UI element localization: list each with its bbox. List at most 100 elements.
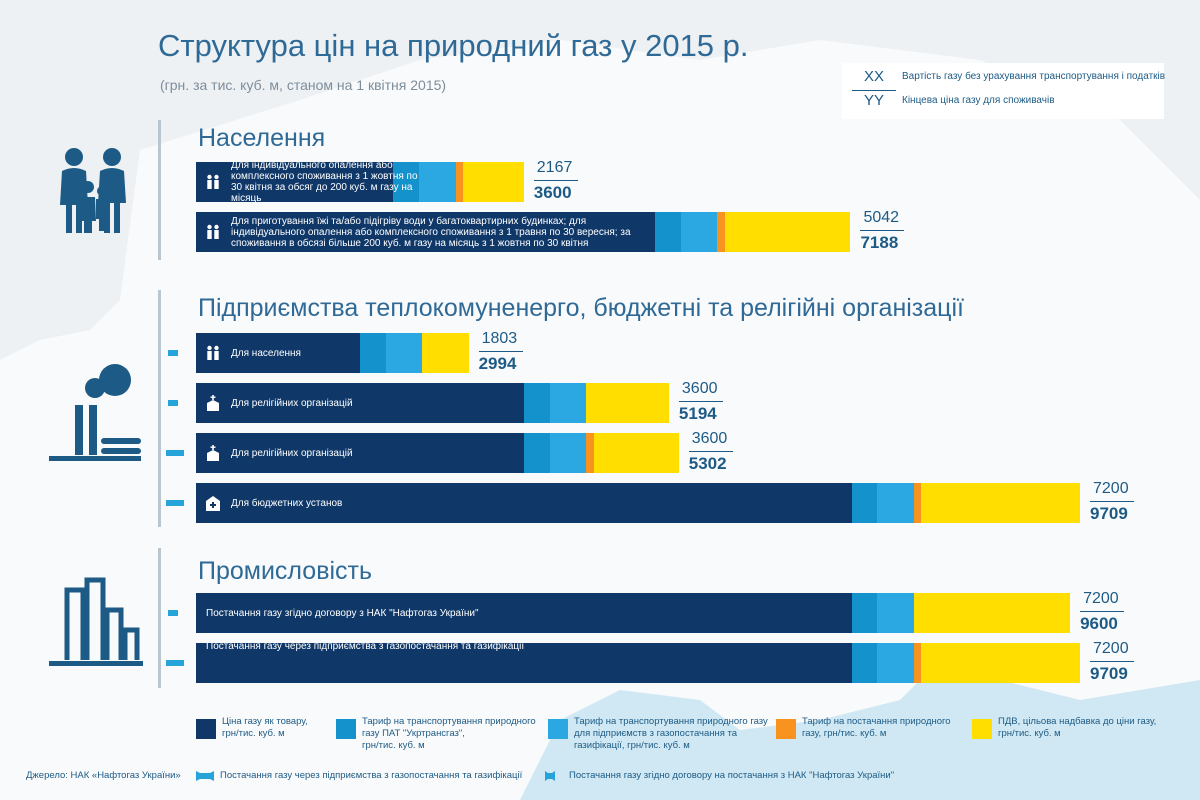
bar-segment bbox=[680, 212, 718, 252]
key-row-xx: XX Вартість газу без урахування транспор… bbox=[842, 68, 1166, 90]
legend-swatch bbox=[776, 719, 796, 739]
value-divider bbox=[860, 230, 905, 231]
value-divider bbox=[533, 180, 578, 181]
stacked-bar bbox=[196, 643, 1080, 683]
bar-segment bbox=[386, 333, 423, 373]
value-xx: 7200 bbox=[1083, 590, 1119, 607]
value-yy: 9600 bbox=[1080, 614, 1118, 633]
value-yy: 5302 bbox=[688, 454, 727, 473]
tick-contract bbox=[168, 400, 178, 406]
stacked-bar bbox=[196, 593, 1071, 633]
value-xx: 1803 bbox=[481, 330, 518, 347]
value-divider bbox=[1090, 501, 1134, 502]
bar-segment bbox=[851, 643, 878, 683]
bar-label: Постачання газу згідно договору з НАК "Н… bbox=[206, 607, 479, 619]
tick-distributor bbox=[166, 450, 184, 456]
family-icon bbox=[60, 148, 126, 233]
chart-title: Структура цін на природний газ у 2015 р. bbox=[158, 28, 749, 63]
stacked-bar bbox=[196, 483, 1080, 523]
source-note: Джерело: НАК «Нафтогаз України» bbox=[26, 770, 181, 781]
bar-segment bbox=[724, 212, 851, 252]
value-divider bbox=[478, 351, 523, 352]
value-key-box: XX Вартість газу без урахування транспор… bbox=[842, 63, 1166, 119]
bar-segment bbox=[851, 483, 878, 523]
bar-segment bbox=[586, 433, 594, 473]
value-divider bbox=[1080, 611, 1125, 612]
value-yy: 2994 bbox=[478, 354, 517, 373]
legend-swatch bbox=[548, 719, 568, 739]
legend-text: Тариф на постачання природного газу, грн… bbox=[802, 716, 951, 739]
value-xx: 3600 bbox=[681, 380, 718, 397]
factory-icon bbox=[49, 364, 141, 461]
value-xx: 7200 bbox=[1093, 480, 1129, 497]
section-title-utilities: Підприємства теплокомуненерго, бюджетні … bbox=[198, 294, 964, 322]
bar-segment bbox=[523, 383, 550, 423]
bar-segment bbox=[422, 333, 469, 373]
bar-segment bbox=[196, 643, 852, 683]
key-divider bbox=[852, 90, 896, 91]
section-rule-3 bbox=[158, 548, 161, 688]
tick-contract bbox=[168, 350, 178, 356]
tick-distributor bbox=[166, 500, 184, 506]
value-divider bbox=[688, 451, 733, 452]
bar-segment bbox=[196, 593, 852, 633]
people-icon bbox=[207, 345, 219, 360]
bar-segment bbox=[455, 162, 464, 202]
bar-segment bbox=[196, 333, 361, 373]
value-divider bbox=[1090, 661, 1134, 662]
value-yy: 3600 bbox=[533, 183, 572, 202]
stacked-bar bbox=[196, 212, 851, 252]
tick-contract bbox=[168, 610, 178, 616]
church-icon bbox=[207, 395, 219, 411]
bar-segment bbox=[463, 162, 524, 202]
bar-segment bbox=[360, 333, 386, 373]
bar-segment bbox=[921, 643, 1080, 683]
section-title-population: Населення bbox=[198, 124, 326, 152]
bar-label: Для населення bbox=[231, 347, 301, 359]
chart-subtitle: (грн. за тис. куб. м, станом на 1 квітня… bbox=[160, 77, 447, 93]
hospital-icon bbox=[206, 496, 220, 511]
bar-segment bbox=[196, 383, 524, 423]
bar-label: Постачання газу через підприємства з газ… bbox=[206, 641, 525, 652]
value-xx: 7200 bbox=[1093, 640, 1129, 657]
people-icon bbox=[207, 224, 219, 239]
value-yy: 7188 bbox=[860, 233, 899, 252]
bar-segment bbox=[549, 383, 587, 423]
value-xx: 5042 bbox=[863, 209, 900, 226]
value-yy: 9709 bbox=[1090, 504, 1128, 523]
bar-label: Для релігійних організацій bbox=[231, 397, 353, 409]
bar-segment bbox=[419, 162, 456, 202]
bar-segment bbox=[877, 643, 914, 683]
key-text-yy: Кінцева ціна газу для споживачів bbox=[902, 95, 1055, 106]
bar-label: Для релігійних організацій bbox=[231, 447, 353, 459]
key-code-xx: XX bbox=[863, 68, 884, 85]
stacked-bar bbox=[196, 383, 669, 423]
value-xx: 2167 bbox=[536, 159, 573, 176]
value-xx: 3600 bbox=[691, 430, 728, 447]
bar-segment bbox=[913, 483, 922, 523]
key-text-xx: Вартість газу без урахування транспортув… bbox=[902, 71, 1166, 82]
bar-segment bbox=[196, 483, 852, 523]
bar-label: Для індивідуального опалення або комплек… bbox=[231, 160, 418, 204]
legend-swatch bbox=[336, 719, 356, 739]
bar-segment bbox=[196, 212, 656, 252]
legend-swatch bbox=[972, 719, 992, 739]
section-rule-2 bbox=[158, 290, 161, 527]
bar-segment bbox=[913, 593, 1071, 633]
bar-segment bbox=[393, 162, 420, 202]
bar-segment bbox=[523, 433, 550, 473]
bar-segment bbox=[913, 643, 922, 683]
bar-label: Для бюджетних установ bbox=[231, 497, 343, 509]
stacked-bar bbox=[196, 433, 679, 473]
tick-distributor bbox=[166, 660, 184, 666]
bar-segment bbox=[851, 593, 878, 633]
bar-segment bbox=[877, 593, 914, 633]
legend-text: Ціна газу як товару, грн/тис. куб. м bbox=[222, 716, 308, 739]
value-yy: 9709 bbox=[1090, 664, 1128, 683]
bar-label: Для приготування їжі та/або підігріву во… bbox=[231, 215, 631, 249]
industry-icon bbox=[49, 577, 143, 666]
bar-segment bbox=[921, 483, 1080, 523]
bar-segment bbox=[877, 483, 914, 523]
legend-text: Тариф на транспортування природного газу… bbox=[362, 716, 536, 751]
church-icon bbox=[207, 445, 219, 461]
